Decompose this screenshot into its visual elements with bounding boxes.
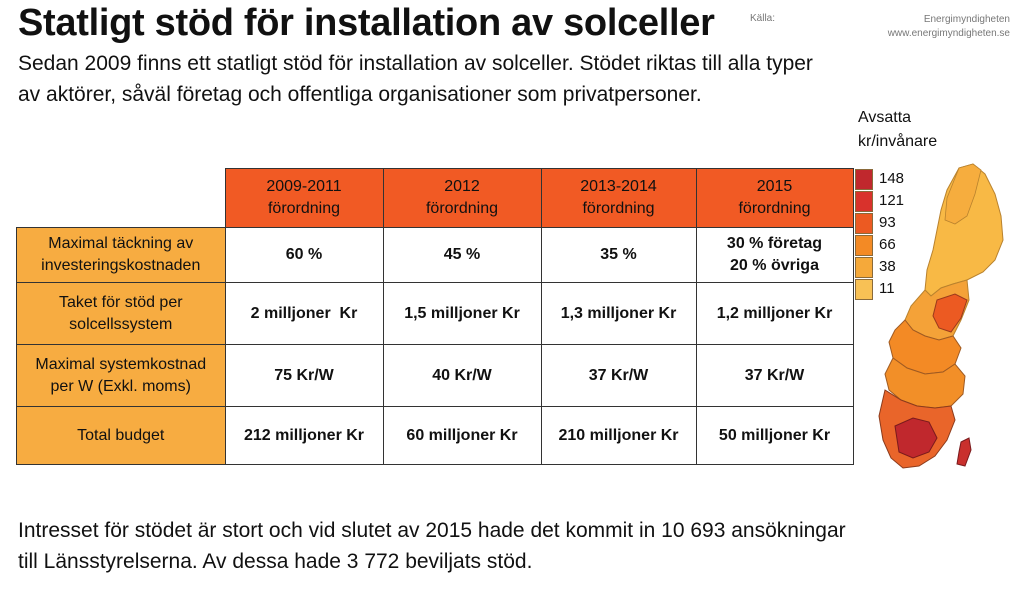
table-cell: 37 Kr/W [540, 344, 697, 407]
table-cell: 60 % [224, 227, 384, 283]
table-cell: 1,5 milljoner Kr [382, 282, 542, 345]
outro-paragraph: Intresset för stödet är stort och vid sl… [18, 515, 1008, 577]
source-label: Källa: [750, 13, 776, 24]
table-cell: 1,3 milljoner Kr [540, 282, 697, 345]
legend-swatch [855, 235, 873, 256]
source-url: www.energimyndigheten.se [887, 28, 1010, 39]
table-cell: 40 Kr/W [382, 344, 542, 407]
support-table: 2009-2011 förordning 2012 förordning 201… [16, 168, 854, 465]
table-row: Maximal systemkostnad per W (Exkl. moms)… [16, 344, 854, 407]
page-title: Statligt stöd för installation av solcel… [18, 2, 715, 44]
legend-swatch [855, 191, 873, 212]
column-header-2015: 2015 förordning [695, 168, 854, 228]
map-region-coastal-highlight [932, 293, 968, 333]
map-region-gotland [956, 437, 972, 467]
table-row: Total budget 212 milljoner Kr 60 milljon… [16, 406, 854, 465]
legend-swatch [855, 257, 873, 278]
table-cell: 30 % företag 20 % övriga [695, 227, 854, 283]
intro-paragraph: Sedan 2009 finns ett statligt stöd för i… [18, 48, 948, 110]
column-header-2009-2011: 2009-2011 förordning [224, 168, 384, 228]
row-header-max-system-cost: Maximal systemkostnad per W (Exkl. moms) [16, 344, 226, 407]
row-header-support-cap: Taket för stöd per solcellssystem [16, 282, 226, 345]
outro-line-1: Intresset för stödet är stort och vid sl… [18, 519, 846, 542]
sweden-map [878, 163, 1004, 469]
map-legend-title: Avsatta kr/invånare [858, 109, 938, 150]
legend-swatch [855, 279, 873, 300]
table-cell: 210 milljoner Kr [540, 406, 697, 465]
table-cell: 1,2 milljoner Kr [695, 282, 854, 345]
map-region-lower-middle [884, 357, 966, 409]
intro-line-2: av aktörer, såväl företag och offentliga… [18, 83, 702, 106]
source-credit: Energimyndigheten www.energimyndigheten.… [888, 13, 1010, 41]
table-cell: 35 % [540, 227, 697, 283]
column-header-2012: 2012 förordning [382, 168, 542, 228]
row-header-max-coverage: Maximal täckning av investeringskostnade… [16, 227, 226, 283]
table-row: Maximal täckning av investeringskostnade… [16, 227, 854, 283]
table-cell: 2 milljoner Kr [224, 282, 384, 345]
table-cell: 45 % [382, 227, 542, 283]
legend-swatch [855, 169, 873, 190]
map-region-south-dark [894, 417, 938, 459]
table-cell: 37 Kr/W [695, 344, 854, 407]
legend-swatch [855, 213, 873, 234]
table-cell: 212 milljoner Kr [224, 406, 384, 465]
row-header-total-budget: Total budget [16, 406, 226, 465]
map-region-north-inner [944, 163, 982, 225]
intro-line-1: Sedan 2009 finns ett statligt stöd för i… [18, 52, 813, 75]
source-name: Energimyndigheten [923, 14, 1010, 25]
table-cell: 75 Kr/W [224, 344, 384, 407]
column-header-2013-2014: 2013-2014 förordning [540, 168, 697, 228]
outro-line-2: till Länsstyrelserna. Av dessa hade 3 77… [18, 550, 533, 573]
table-cell: 60 milljoner Kr [382, 406, 542, 465]
table-cell: 50 milljoner Kr [695, 406, 854, 465]
table-corner [16, 168, 226, 228]
table-row: Taket för stöd per solcellssystem 2 mill… [16, 282, 854, 345]
